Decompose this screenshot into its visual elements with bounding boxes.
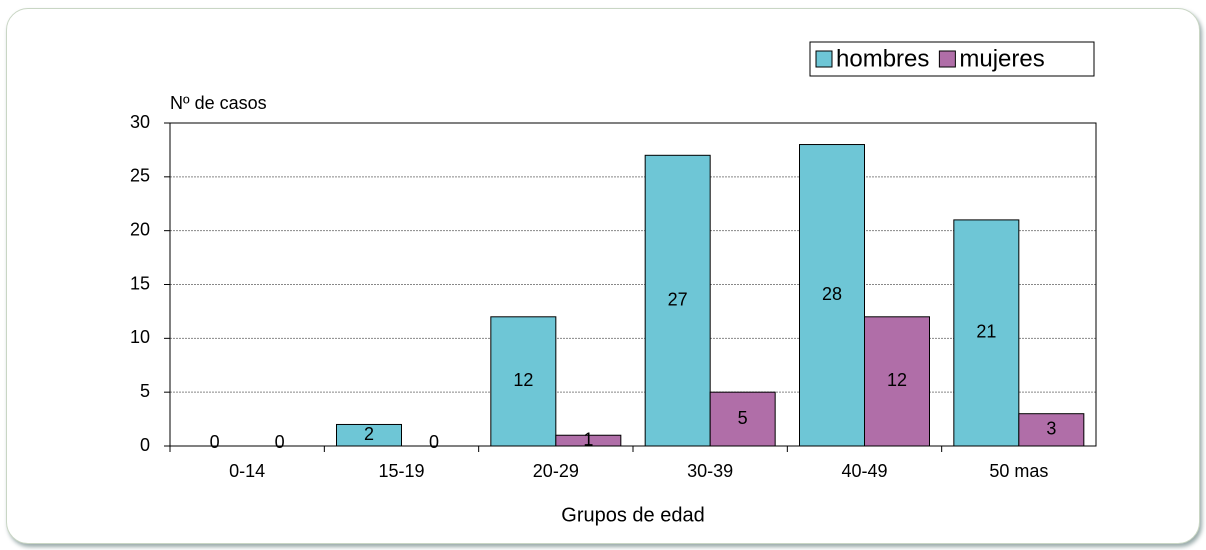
- data-label: 12: [513, 370, 533, 390]
- x-tick-label: 15-19: [378, 461, 424, 481]
- bar: [1018, 413, 1085, 447]
- legend-label: hombres: [836, 45, 929, 72]
- bar: [864, 316, 930, 447]
- x-tick-label: 20-29: [533, 461, 579, 481]
- legend-label: mujeres: [959, 45, 1044, 72]
- y-axis-title: Nº de casos: [170, 93, 267, 113]
- data-label: 0: [429, 432, 439, 452]
- bar: [644, 154, 711, 447]
- legend-swatch: [815, 50, 833, 68]
- x-tick-label: 50 mas: [989, 461, 1048, 481]
- bar: [799, 144, 865, 447]
- data-label: 0: [210, 432, 220, 452]
- data-label: 1: [583, 429, 593, 449]
- legend-swatch: [938, 50, 956, 68]
- legend-box: [809, 41, 1095, 77]
- data-label: 0: [275, 432, 285, 452]
- y-tick-label: 30: [130, 112, 150, 132]
- x-tick-label: 30-39: [687, 461, 733, 481]
- y-tick-label: 15: [130, 273, 150, 293]
- data-label: 27: [668, 289, 688, 309]
- data-label: 12: [887, 370, 907, 390]
- bar: [336, 423, 402, 447]
- bar: [490, 316, 557, 447]
- data-label: 3: [1046, 419, 1056, 439]
- bar: [709, 391, 776, 447]
- data-label: 2: [364, 424, 374, 444]
- y-tick-label: 5: [140, 381, 150, 401]
- x-tick-label: 40-49: [841, 461, 887, 481]
- x-axis-title: Grupos de edad: [561, 504, 704, 526]
- data-label: 21: [976, 322, 996, 342]
- y-tick-label: 25: [130, 166, 150, 186]
- data-label: 5: [738, 408, 748, 428]
- bar: [555, 434, 622, 447]
- y-tick-label: 0: [140, 435, 150, 455]
- y-tick-label: 10: [130, 327, 150, 347]
- y-tick-label: 20: [130, 219, 150, 239]
- data-label: 28: [822, 284, 842, 304]
- bar: [953, 219, 1020, 447]
- x-tick-label: 0-14: [229, 461, 265, 481]
